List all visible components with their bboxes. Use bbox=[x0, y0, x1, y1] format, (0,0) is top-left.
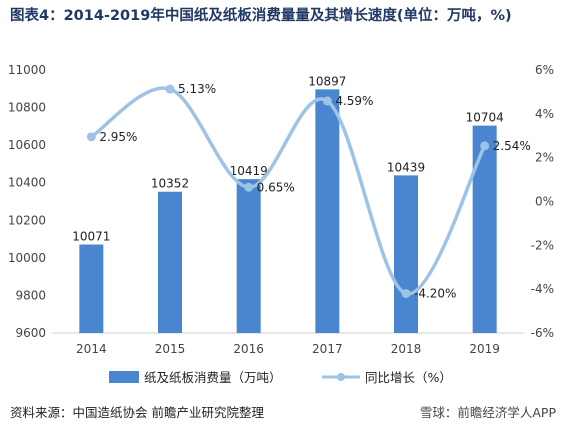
y-tick-label: 9600 bbox=[15, 326, 46, 340]
line-value-label: -4.20% bbox=[414, 287, 456, 301]
x-tick-label: 2019 bbox=[469, 342, 500, 356]
y2-tick-label: 6% bbox=[535, 63, 554, 77]
y-tick-label: 10600 bbox=[8, 138, 46, 152]
line-marker bbox=[480, 141, 490, 151]
line-marker bbox=[322, 96, 332, 106]
y2-tick-label: -2% bbox=[531, 238, 554, 252]
x-tick-label: 2015 bbox=[155, 342, 186, 356]
source-note: 资料来源：中国造纸协会 前瞻产业研究院整理 bbox=[10, 405, 264, 420]
legend: 纸及纸板消费量（万吨） 同比增长（%） bbox=[109, 370, 452, 385]
bar-value-label: 10419 bbox=[230, 164, 268, 178]
bar-value-label: 10352 bbox=[151, 177, 189, 191]
y-tick-label: 11000 bbox=[8, 63, 46, 77]
bar bbox=[394, 175, 418, 333]
line-value-label: 0.65% bbox=[257, 180, 295, 194]
line-value-label: 2.54% bbox=[493, 139, 531, 153]
legend-label-line: 同比增长（%） bbox=[365, 370, 452, 385]
y-axis-right: -6% -4% -2% 0% 2% 4% 6% bbox=[531, 63, 554, 340]
line-series bbox=[86, 84, 490, 299]
line-value-label: 5.13% bbox=[178, 82, 216, 96]
line-marker bbox=[244, 182, 254, 192]
line-value-label: 4.59% bbox=[335, 94, 373, 108]
y2-tick-label: -6% bbox=[531, 326, 554, 340]
x-tick-label: 2016 bbox=[233, 342, 264, 356]
bar bbox=[79, 244, 104, 333]
bar bbox=[315, 89, 340, 333]
y2-tick-label: 0% bbox=[535, 195, 554, 209]
y-tick-label: 10400 bbox=[8, 176, 46, 190]
bar-value-label: 10439 bbox=[387, 160, 425, 174]
y2-tick-label: 4% bbox=[535, 107, 554, 121]
y2-tick-label: 2% bbox=[535, 151, 554, 165]
bar-labels: 10071 10352 10419 10897 10439 10704 bbox=[72, 74, 504, 243]
y-tick-label: 10800 bbox=[8, 101, 46, 115]
legend-label-bar: 纸及纸板消费量（万吨） bbox=[144, 370, 282, 385]
watermark-text: 雪球：前瞻经济学人APP bbox=[419, 405, 556, 420]
x-axis: 2014 2015 2016 2017 2018 2019 bbox=[76, 342, 500, 356]
x-tick-label: 2017 bbox=[312, 342, 343, 356]
bar-value-label: 10071 bbox=[72, 230, 110, 244]
line-value-label: 2.95% bbox=[99, 130, 137, 144]
x-tick-label: 2014 bbox=[76, 342, 107, 356]
chart-title: 图表4：2014-2019年中国纸及纸板消费量量及其增长速度(单位：万吨，%) bbox=[10, 8, 512, 24]
y2-tick-label: -4% bbox=[531, 282, 554, 296]
bar bbox=[236, 179, 261, 333]
x-tick-label: 2018 bbox=[391, 342, 422, 356]
bar-value-label: 10897 bbox=[308, 74, 346, 88]
y-tick-label: 10200 bbox=[8, 213, 46, 227]
line-labels: 2.95% 5.13% 0.65% 4.59% -4.20% 2.54% bbox=[99, 82, 530, 300]
line-marker bbox=[165, 84, 175, 94]
y-tick-label: 10000 bbox=[8, 251, 46, 265]
y-tick-label: 9800 bbox=[15, 288, 46, 302]
line-marker bbox=[86, 132, 96, 142]
line-marker bbox=[401, 289, 411, 299]
legend-swatch-marker bbox=[337, 373, 345, 381]
bar bbox=[472, 125, 497, 333]
bar-series bbox=[79, 89, 497, 333]
bar bbox=[158, 191, 182, 333]
y-axis-left: 9600 9800 10000 10200 10400 10600 10800 11000 bbox=[8, 63, 46, 340]
legend-swatch-bar bbox=[109, 371, 139, 383]
bar-value-label: 10704 bbox=[466, 111, 504, 125]
